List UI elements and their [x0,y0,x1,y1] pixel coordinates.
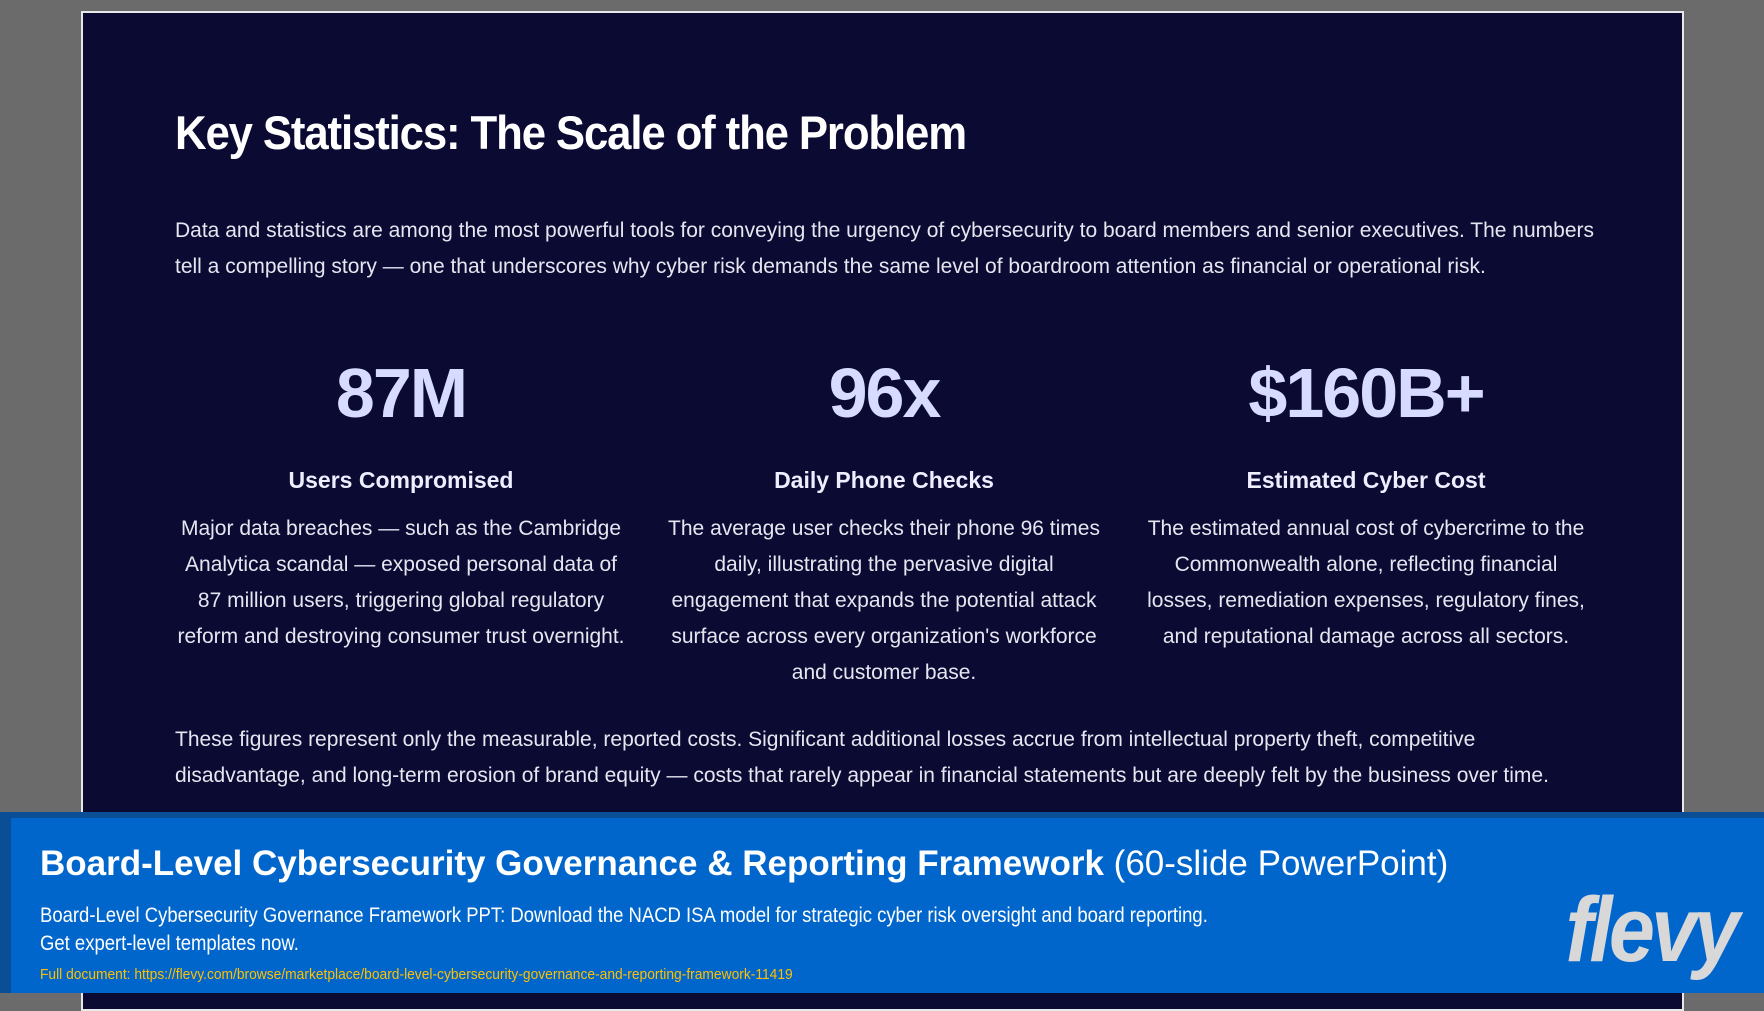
stat-description: Major data breaches — such as the Cambri… [177,517,625,648]
stat-description: The estimated annual cost of cybercrime … [1147,517,1585,648]
banner-title-main: Board-Level Cybersecurity Governance & R… [40,844,1104,883]
flevy-logo[interactable]: flevy [1565,879,1739,981]
stat-description: The average user checks their phone 96 t… [668,517,1100,684]
stat-label: Users Compromised [288,467,514,493]
document-link[interactable]: Full document: https://flevy.com/browse/… [40,966,793,983]
banner-line-2: Get expert-level templates now. [40,932,299,955]
banner-description: Board-Level Cybersecurity Governance Fra… [40,902,1208,958]
slide-title: Key Statistics: The Scale of the Problem [175,106,967,159]
outro-paragraph: These figures represent only the measura… [175,728,1549,787]
stat-label: Daily Phone Checks [774,467,994,493]
intro-paragraph: Data and statistics are among the most p… [175,219,1594,278]
stat-value: 96x [828,354,942,432]
promo-banner: Board-Level Cybersecurity Governance & R… [0,812,1764,993]
banner-line-1: Board-Level Cybersecurity Governance Fra… [40,904,1208,927]
banner-title-suffix: (60-slide PowerPoint) [1113,844,1449,883]
stat-card: $160B+ Estimated Cyber Cost The estimate… [1141,353,1591,655]
banner-title[interactable]: Board-Level Cybersecurity Governance & R… [40,844,1448,884]
stat-value: $160B+ [1248,354,1485,432]
stat-value: 87M [335,354,468,432]
stat-label: Estimated Cyber Cost [1246,467,1486,493]
stat-card: 96x Daily Phone Checks The average user … [659,353,1109,691]
stat-card: 87M Users Compromised Major data breache… [176,353,626,655]
